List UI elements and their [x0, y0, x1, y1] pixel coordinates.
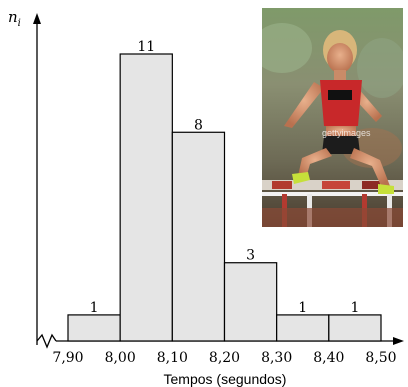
x-tick-label: 7,90	[52, 350, 83, 366]
y-axis-label-subscript: i	[18, 18, 21, 29]
bar-value-label: 3	[246, 248, 255, 264]
x-tick-label: 8,50	[365, 350, 396, 366]
hurdler-photo: gettyimages	[262, 8, 403, 227]
bar-value-label: 1	[298, 300, 307, 316]
x-tick-label: 8,10	[157, 350, 188, 366]
x-axis-arrow	[393, 337, 404, 345]
photo-watermark: gettyimages	[322, 128, 371, 138]
histogram-bar	[119, 53, 173, 342]
bar-value-label: 1	[90, 300, 99, 316]
histogram-bars	[67, 53, 382, 342]
hurdler-photo-graphic: gettyimages	[262, 8, 403, 227]
histogram-bar	[67, 314, 121, 342]
axis-break-zigzag	[36, 333, 57, 349]
y-axis-arrow	[33, 13, 41, 24]
bar-value-label: 8	[194, 117, 203, 133]
bar-value-label: 1	[350, 300, 359, 316]
histogram-bar	[223, 262, 278, 342]
x-tick-label: 8,00	[105, 350, 136, 366]
x-tick-labels: 7,90 8,00 8,10 8,20 8,30 8,40 8,50	[52, 350, 396, 366]
x-tick-label: 8,30	[261, 350, 292, 366]
bar-value-label: 11	[137, 39, 155, 55]
histogram-bar	[276, 314, 330, 342]
x-tick-label: 8,20	[209, 350, 240, 366]
y-axis-label: ni	[8, 8, 21, 29]
histogram-bar	[171, 131, 226, 342]
x-axis-label: Tempos (segundos)	[164, 371, 287, 387]
y-axis-label-main: n	[8, 8, 18, 26]
x-tick-label: 8,40	[313, 350, 344, 366]
histogram-bar	[328, 314, 382, 342]
